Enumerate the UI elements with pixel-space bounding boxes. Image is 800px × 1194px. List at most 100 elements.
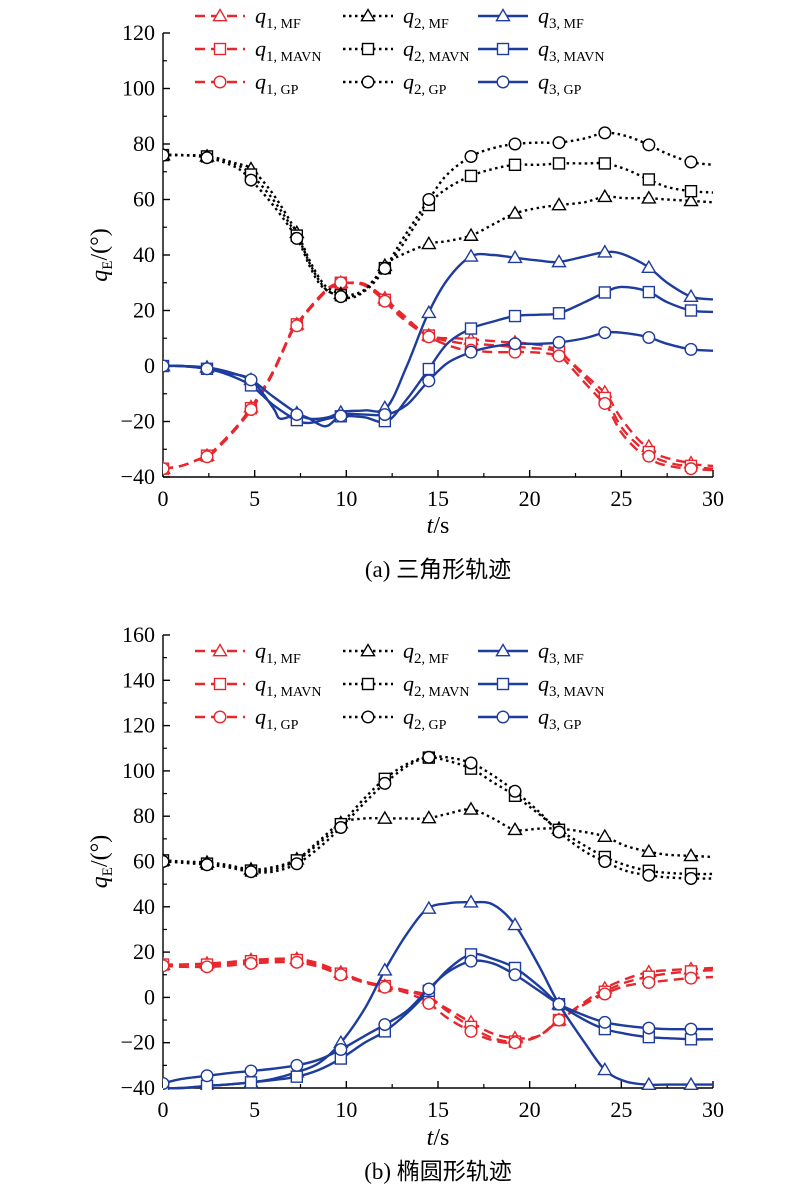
legend-label: q1, MF (255, 3, 301, 32)
data-point (422, 750, 436, 764)
series-line (163, 280, 714, 472)
y-axis-label-unit: /(°) (87, 835, 113, 867)
legend-method: , GP (422, 83, 447, 98)
legend-method: , MF (274, 17, 301, 32)
data-point (597, 244, 613, 258)
data-point (597, 1061, 613, 1076)
legend-label: q2, MAVN (403, 671, 469, 700)
legend-index: 2 (414, 49, 422, 65)
legend-item: q2, GP (343, 69, 447, 98)
series-line (163, 250, 714, 421)
figure-caption: (b) 椭圆形轨迹 (364, 1159, 512, 1184)
y-tick-label: 40 (133, 242, 155, 267)
data-point (642, 173, 656, 186)
data-point (378, 294, 392, 308)
legend-symbol: q (255, 638, 266, 663)
x-axis-label-unit: /s (433, 513, 449, 539)
data-point (200, 960, 214, 974)
data-point (163, 148, 170, 162)
legend-index: 2 (414, 651, 422, 667)
y-tick-label: 60 (133, 849, 155, 874)
legend-symbol: q (403, 638, 414, 663)
legend-method: , MF (557, 652, 584, 667)
legend-item: q1, MF (195, 3, 301, 32)
data-point (422, 982, 436, 996)
legend-item: q3, MF (478, 638, 584, 667)
data-point (552, 136, 566, 150)
legend-symbol: q (255, 69, 266, 94)
data-point (290, 408, 304, 422)
legend-index: 1 (266, 651, 274, 667)
data-point (507, 917, 523, 931)
data-point (334, 409, 348, 423)
y-tick-label: 100 (122, 758, 155, 783)
chart-b: −40 −20 0 20 40 60 80 100 120 140 160 0 5 10 15 20 25 30 t… (87, 622, 724, 1184)
legend-index: 3 (549, 49, 557, 65)
data-point (422, 996, 436, 1010)
y-axis-label-symbol: q (87, 876, 113, 888)
legend-symbol: q (538, 704, 549, 729)
data-point (463, 801, 479, 815)
series-line (163, 281, 714, 470)
legend-method: , GP (274, 718, 299, 733)
legend-marker (213, 75, 227, 89)
x-tick-label: 0 (158, 486, 169, 511)
data-point (290, 857, 304, 871)
data-point (463, 248, 479, 262)
legend-method: , MF (274, 652, 301, 667)
data-point (684, 871, 698, 885)
data-point (422, 192, 436, 206)
legend-item: q3, MF (478, 3, 584, 32)
data-point (464, 149, 478, 163)
data-point (598, 1015, 612, 1029)
legend-marker (361, 710, 375, 724)
x-tick-label: 10 (335, 486, 357, 511)
legend-label: q1, GP (255, 69, 299, 98)
legend-item: q1, MF (195, 638, 301, 667)
data-point (508, 137, 522, 151)
legend-index: 1 (266, 82, 274, 98)
data-point (334, 968, 348, 982)
data-point (378, 261, 392, 275)
x-tick-label: 20 (519, 1097, 541, 1122)
data-point (598, 326, 612, 340)
data-point (642, 285, 656, 299)
legend-method: , MAVN (557, 685, 605, 700)
series-line (163, 959, 713, 1085)
data-point (597, 188, 613, 203)
legend-item: q3, GP (478, 704, 582, 733)
x-tick-label: 15 (427, 486, 449, 511)
plot-area (163, 750, 714, 1090)
data-point (597, 828, 613, 842)
legend-item: q2, MF (343, 638, 449, 667)
series-line (163, 131, 714, 300)
legend-item: q1, MAVN (195, 671, 321, 700)
legend-method: , GP (422, 718, 447, 733)
data-point (377, 810, 393, 824)
legend-marker (361, 42, 375, 56)
x-tick-label: 10 (335, 1097, 357, 1122)
y-axis-label: qE/(°) (87, 835, 116, 888)
legend-method: , GP (557, 83, 582, 98)
data-point (163, 1076, 170, 1090)
legend-item: q1, MAVN (195, 36, 321, 65)
legend-index: 1 (266, 49, 274, 65)
legend-index: 3 (549, 82, 557, 98)
data-point (683, 1076, 699, 1090)
data-point (551, 197, 567, 211)
data-point (163, 462, 170, 476)
legend-index: 3 (549, 684, 557, 700)
data-point (642, 138, 656, 152)
data-point (552, 997, 566, 1011)
y-tick-label: −40 (121, 464, 155, 489)
legend-label: q2, GP (403, 704, 447, 733)
series-line (163, 808, 714, 871)
legend-label: q1, MAVN (255, 671, 321, 700)
data-point (684, 304, 698, 317)
legend-index: 3 (549, 16, 557, 32)
data-point (378, 1018, 392, 1032)
